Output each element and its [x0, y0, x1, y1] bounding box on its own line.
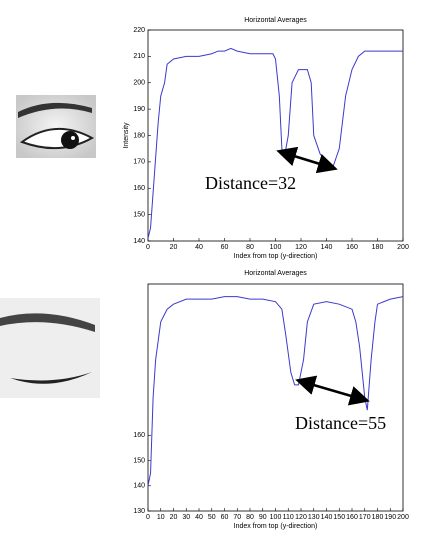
x-tick-label: 60 — [221, 514, 229, 521]
x-axis-label: Index from top (y-direction) — [234, 523, 318, 530]
x-tick-label: 130 — [308, 514, 320, 521]
x-tick-label: 150 — [333, 514, 345, 521]
x-tick-label: 90 — [259, 514, 267, 521]
x-tick-label: 140 — [321, 514, 333, 521]
x-tick-label: 170 — [359, 514, 371, 521]
annotation: Distance=55 — [295, 413, 386, 433]
x-tick-label: 40 — [195, 244, 203, 251]
x-tick-label: 200 — [397, 244, 409, 251]
y-tick-label: 220 — [133, 27, 145, 34]
x-tick-label: 190 — [384, 514, 396, 521]
x-tick-label: 180 — [372, 514, 384, 521]
x-tick-label: 0 — [146, 514, 150, 521]
plot-area — [147, 29, 404, 242]
y-tick-label: 140 — [133, 483, 145, 490]
x-tick-label: 10 — [157, 514, 165, 521]
distance-arrow — [276, 146, 338, 174]
x-tick-label: 0 — [146, 244, 150, 251]
chart-title: Horizontal Averages — [244, 17, 307, 24]
x-tick-label: 200 — [397, 514, 409, 521]
y-tick-label: 210 — [133, 53, 145, 60]
x-axis-label: Index from top (y-direction) — [234, 253, 318, 260]
closed-eye-image — [0, 298, 100, 398]
y-tick-label: 180 — [133, 132, 145, 139]
x-tick-label: 100 — [270, 514, 282, 521]
y-tick-label: 140 — [133, 238, 145, 245]
distance-arrow — [295, 375, 370, 406]
x-tick-label: 140 — [321, 244, 333, 251]
y-tick-label: 200 — [133, 80, 145, 87]
data-line — [147, 47, 403, 239]
x-tick-label: 160 — [346, 514, 358, 521]
y-tick-label: 190 — [133, 106, 145, 113]
x-tick-label: 20 — [170, 244, 178, 251]
x-tick-label: 110 — [283, 514, 294, 521]
y-tick-label: 160 — [133, 432, 145, 439]
x-tick-label: 120 — [295, 244, 307, 251]
open-eye-image — [16, 95, 96, 158]
y-axis-label: Intensity — [123, 122, 130, 149]
x-tick-label: 40 — [195, 514, 203, 521]
x-tick-label: 120 — [295, 514, 307, 521]
x-tick-label: 60 — [221, 244, 229, 251]
x-tick-label: 70 — [233, 514, 241, 521]
x-tick-label: 80 — [246, 244, 254, 251]
x-tick-label: 180 — [372, 244, 384, 251]
x-tick-label: 100 — [270, 244, 282, 251]
y-tick-label: 150 — [133, 211, 145, 218]
x-tick-label: 50 — [208, 514, 216, 521]
y-tick-label: 130 — [133, 508, 145, 515]
y-tick-label: 150 — [133, 457, 145, 464]
annotation: Distance=32 — [205, 173, 296, 193]
x-tick-label: 160 — [346, 244, 358, 251]
y-tick-label: 170 — [133, 159, 145, 166]
x-tick-label: 30 — [182, 514, 190, 521]
y-tick-label: 160 — [133, 185, 145, 192]
chart-title: Horizontal Averages — [244, 270, 307, 277]
x-tick-label: 20 — [170, 514, 178, 521]
x-tick-label: 80 — [246, 514, 254, 521]
